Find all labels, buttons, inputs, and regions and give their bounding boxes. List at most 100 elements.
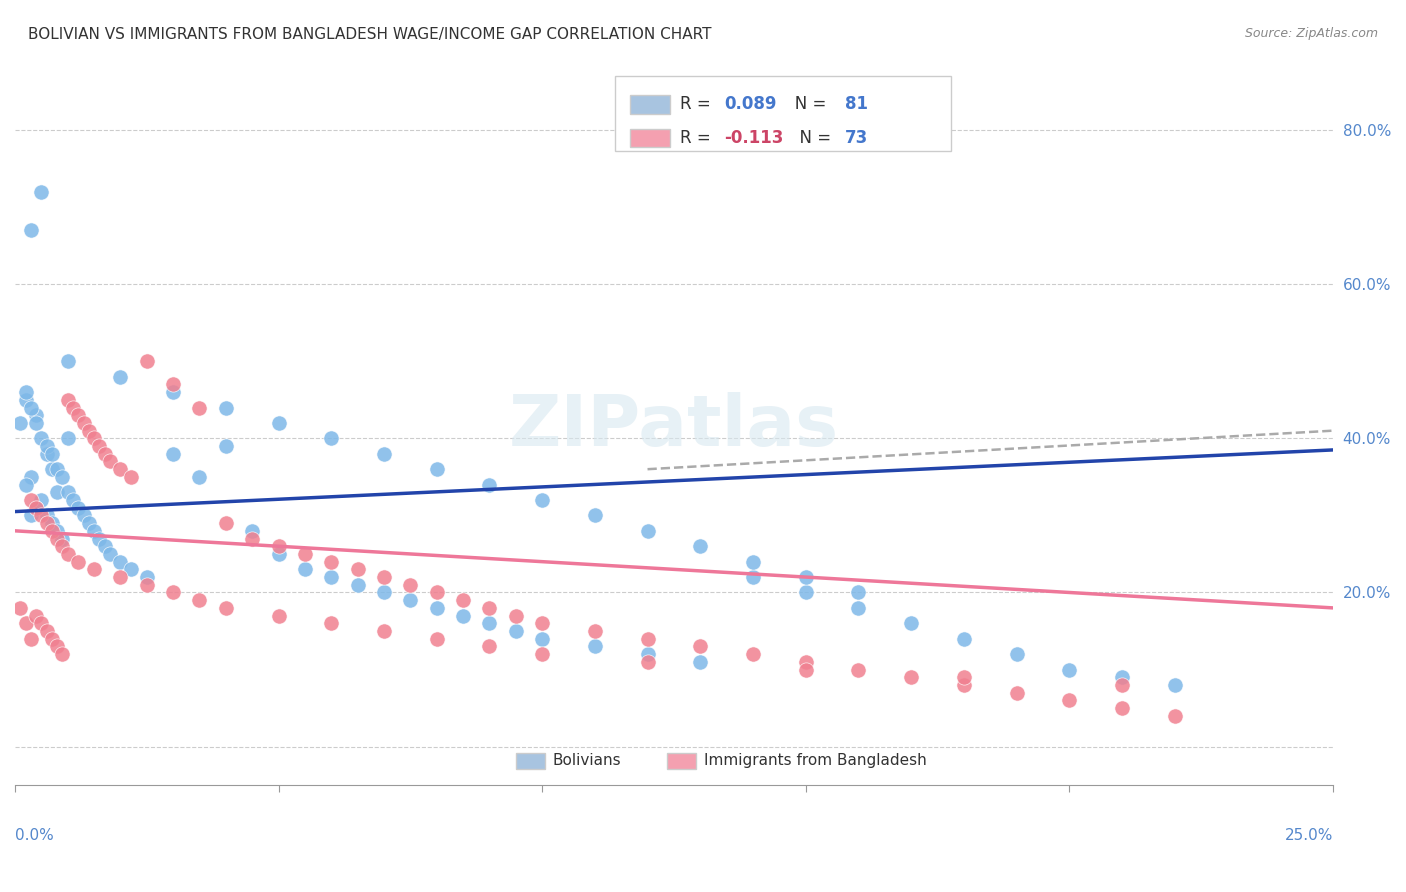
Point — [637, 655, 659, 669]
Point — [1111, 701, 1133, 715]
Point — [30, 616, 52, 631]
Point — [56, 547, 79, 561]
FancyBboxPatch shape — [614, 76, 950, 151]
Text: N =: N = — [779, 95, 832, 113]
Point — [51, 647, 73, 661]
Point — [62, 493, 84, 508]
Text: Immigrants from Bangladesh: Immigrants from Bangladesh — [704, 753, 927, 768]
Point — [77, 516, 100, 530]
Point — [1163, 678, 1185, 692]
Point — [51, 539, 73, 553]
Point — [1005, 686, 1028, 700]
Point — [35, 447, 58, 461]
Text: 81: 81 — [845, 95, 868, 113]
Point — [451, 593, 474, 607]
Point — [426, 585, 449, 599]
Point — [46, 524, 69, 538]
Point — [20, 223, 42, 237]
Point — [46, 485, 69, 500]
Point — [56, 392, 79, 407]
Point — [110, 555, 132, 569]
FancyBboxPatch shape — [516, 753, 544, 769]
Point — [848, 663, 870, 677]
Text: R =: R = — [681, 95, 717, 113]
Text: R =: R = — [681, 129, 717, 147]
Point — [215, 516, 238, 530]
Point — [794, 663, 817, 677]
Point — [188, 401, 211, 415]
Point — [93, 447, 115, 461]
Point — [637, 524, 659, 538]
Point — [110, 570, 132, 584]
Point — [399, 578, 422, 592]
Point — [321, 431, 343, 445]
Point — [46, 640, 69, 654]
FancyBboxPatch shape — [630, 95, 669, 113]
Text: ZIPatlas: ZIPatlas — [509, 392, 839, 461]
Point — [188, 593, 211, 607]
Point — [689, 539, 711, 553]
Point — [83, 431, 105, 445]
Point — [848, 585, 870, 599]
Point — [215, 439, 238, 453]
Text: 0.0%: 0.0% — [15, 828, 53, 843]
Point — [46, 532, 69, 546]
Point — [531, 493, 554, 508]
Point — [20, 632, 42, 646]
Point — [583, 508, 606, 523]
Point — [583, 624, 606, 638]
Point — [952, 632, 974, 646]
Point — [373, 585, 395, 599]
Point — [110, 462, 132, 476]
Point — [583, 640, 606, 654]
Point — [794, 570, 817, 584]
Point — [35, 439, 58, 453]
Point — [162, 377, 184, 392]
Point — [8, 600, 31, 615]
Point — [451, 608, 474, 623]
Point — [1163, 708, 1185, 723]
Point — [1057, 693, 1080, 707]
Point — [14, 385, 37, 400]
Text: Bolivians: Bolivians — [553, 753, 621, 768]
Point — [41, 516, 63, 530]
Point — [20, 493, 42, 508]
Point — [30, 508, 52, 523]
Point — [98, 547, 121, 561]
Point — [72, 416, 94, 430]
Point — [1005, 647, 1028, 661]
Point — [321, 555, 343, 569]
Point — [162, 447, 184, 461]
Point — [25, 608, 48, 623]
Point — [637, 632, 659, 646]
Point — [30, 431, 52, 445]
Point — [35, 516, 58, 530]
Point — [346, 578, 368, 592]
Point — [294, 547, 316, 561]
Point — [267, 539, 290, 553]
Point — [794, 585, 817, 599]
Point — [478, 616, 501, 631]
Point — [67, 500, 90, 515]
Point — [83, 562, 105, 576]
Point — [41, 632, 63, 646]
Point — [120, 562, 142, 576]
Point — [67, 555, 90, 569]
Point — [25, 500, 48, 515]
Point — [14, 392, 37, 407]
Point — [321, 570, 343, 584]
Point — [240, 524, 263, 538]
Point — [14, 477, 37, 491]
Point — [51, 532, 73, 546]
Point — [399, 593, 422, 607]
Point — [848, 600, 870, 615]
Point — [531, 616, 554, 631]
Point — [56, 485, 79, 500]
Point — [215, 600, 238, 615]
Point — [67, 409, 90, 423]
Text: -0.113: -0.113 — [724, 129, 783, 147]
Point — [20, 508, 42, 523]
Text: Source: ZipAtlas.com: Source: ZipAtlas.com — [1244, 27, 1378, 40]
Point — [162, 585, 184, 599]
Point — [8, 416, 31, 430]
